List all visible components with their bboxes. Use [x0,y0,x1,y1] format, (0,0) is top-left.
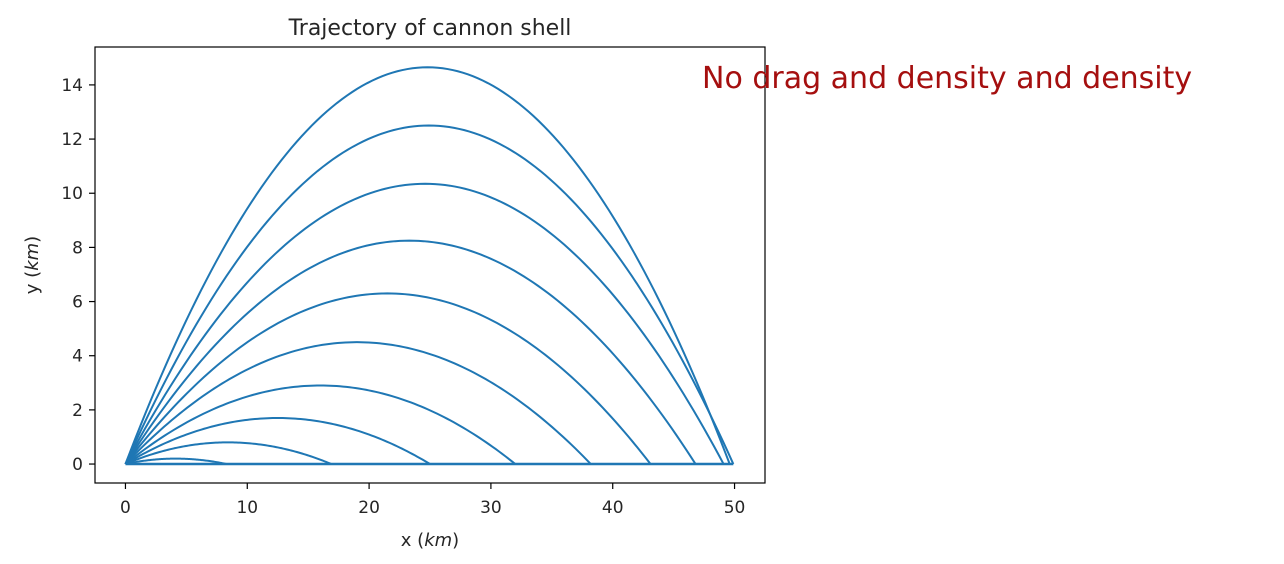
y-tick-label: 12 [61,130,83,150]
x-tick-label: 30 [480,498,502,518]
trajectory-line [124,124,735,465]
plot-frame [94,46,766,484]
trajectory-line [125,457,227,466]
trajectory-line [124,239,697,465]
trajectory-line [124,384,516,465]
y-axis-label: y (km) [22,236,43,294]
x-axis-ticks: 0 10 20 30 40 50 [120,483,745,518]
trajectory-line [124,182,725,465]
x-tick-label: 50 [724,498,746,518]
trajectory-lines [124,66,735,466]
y-tick-label: 4 [72,347,83,367]
y-axis-ticks: 0 2 4 6 8 10 12 14 [61,76,95,475]
trajectory-line [125,441,332,465]
y-tick-label: 14 [61,76,83,96]
trajectory-line [124,292,652,465]
chart-annotation: No drag and density and density [702,61,1192,96]
x-axis-label: x (km) [401,530,459,551]
x-tick-label: 0 [120,498,131,518]
y-tick-label: 0 [72,455,83,475]
trajectory-line [124,417,431,465]
y-tick-label: 2 [72,401,83,421]
x-tick-label: 20 [358,498,380,518]
y-tick-label: 10 [61,184,83,204]
trajectory-line [124,341,592,465]
x-tick-label: 10 [236,498,258,518]
y-tick-label: 6 [72,293,83,313]
y-tick-label: 8 [72,238,83,258]
x-tick-label: 40 [602,498,624,518]
chart-title: Trajectory of cannon shell [288,16,572,41]
trajectory-line [124,66,731,465]
